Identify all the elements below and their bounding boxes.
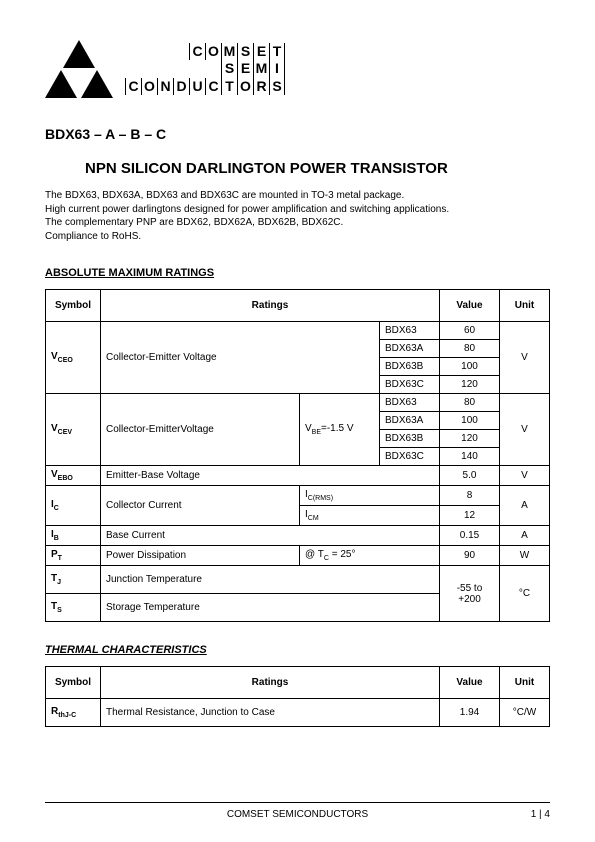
cell: V xyxy=(51,351,58,362)
table-row: VCEO Collector-Emitter Voltage BDX63 60 … xyxy=(46,322,550,340)
cell: BDX63B xyxy=(380,358,440,376)
cell: -55 to +200 xyxy=(440,566,500,622)
intro-line: The complementary PNP are BDX62, BDX62A,… xyxy=(45,216,550,230)
cell: P xyxy=(51,549,58,560)
thermal-table: Symbol Ratings Value Unit RthJ-C Thermal… xyxy=(45,666,550,727)
cell: °C/W xyxy=(500,699,550,727)
cell: BDX63C xyxy=(380,376,440,394)
footer-company: COMSET SEMICONDUCTORS xyxy=(227,809,368,820)
cell: 120 xyxy=(440,430,500,448)
intro-line: Compliance to RoHS. xyxy=(45,230,550,244)
cell: Emitter-Base Voltage xyxy=(101,466,440,486)
th-unit: Unit xyxy=(500,290,550,322)
table-row: PT Power Dissipation @ TC = 25° 90 W xyxy=(46,546,550,566)
cell: BDX63B xyxy=(380,430,440,448)
table-row: VCEV Collector-EmitterVoltage VBE=-1.5 V… xyxy=(46,394,550,412)
cell: BDX63A xyxy=(380,412,440,430)
cell: thJ-C xyxy=(58,712,76,719)
cell: EBO xyxy=(58,475,73,482)
intro-line: High current power darlingtons designed … xyxy=(45,203,550,217)
cell: Thermal Resistance, Junction to Case xyxy=(101,699,440,727)
cell: CEV xyxy=(58,429,72,436)
cell: A xyxy=(500,526,550,546)
cell: 140 xyxy=(440,448,500,466)
cell: BDX63 xyxy=(380,322,440,340)
th-ratings: Ratings xyxy=(101,667,440,699)
cell: V xyxy=(51,469,58,480)
cell: A xyxy=(500,486,550,526)
company-logo-icon xyxy=(45,40,113,98)
cell: 100 xyxy=(440,358,500,376)
th-value: Value xyxy=(440,290,500,322)
th-symbol: Symbol xyxy=(46,667,101,699)
cell: Collector-Emitter Voltage xyxy=(101,322,380,394)
footer-page-number: 1 | 4 xyxy=(531,809,550,820)
cell: S xyxy=(57,607,62,614)
cell: CEO xyxy=(58,357,73,364)
cell: 5.0 xyxy=(440,466,500,486)
table-row: TJ Junction Temperature -55 to +200 °C xyxy=(46,566,550,594)
table-row: IB Base Current 0.15 A xyxy=(46,526,550,546)
company-name: COMSET SEMI CONDUCTORS xyxy=(125,43,285,96)
cell: V xyxy=(51,423,58,434)
table-row: VEBO Emitter-Base Voltage 5.0 V xyxy=(46,466,550,486)
part-number-title: BDX63 – A – B – C xyxy=(45,126,550,142)
th-unit: Unit xyxy=(500,667,550,699)
cell: W xyxy=(500,546,550,566)
cell: J xyxy=(57,579,61,586)
cell: 100 xyxy=(440,412,500,430)
th-ratings: Ratings xyxy=(101,290,440,322)
cell: V xyxy=(500,466,550,486)
cell: BDX63 xyxy=(380,394,440,412)
table-header-row: Symbol Ratings Value Unit xyxy=(46,290,550,322)
cell: T xyxy=(58,555,62,562)
cell: Junction Temperature xyxy=(101,566,440,594)
cell: BDX63A xyxy=(380,340,440,358)
cell: Base Current xyxy=(101,526,440,546)
cell: B xyxy=(54,535,59,542)
cell: 120 xyxy=(440,376,500,394)
cell: V xyxy=(500,394,550,466)
intro-text: The BDX63, BDX63A, BDX63 and BDX63C are … xyxy=(45,189,550,243)
cell: V xyxy=(500,322,550,394)
logo: COMSET SEMI CONDUCTORS xyxy=(45,40,550,98)
cell: C xyxy=(54,505,59,512)
ratings-table: Symbol Ratings Value Unit VCEO Collector… xyxy=(45,289,550,622)
cell: °C xyxy=(500,566,550,622)
cell: Collector-EmitterVoltage xyxy=(101,394,300,466)
table-row: IC Collector Current IC(RMS) 8 A xyxy=(46,486,550,506)
intro-line: The BDX63, BDX63A, BDX63 and BDX63C are … xyxy=(45,189,550,203)
page-title: NPN SILICON DARLINGTON POWER TRANSISTOR xyxy=(85,160,550,177)
section-heading-ratings: ABSOLUTE MAXIMUM RATINGS xyxy=(45,267,550,279)
table-header-row: Symbol Ratings Value Unit xyxy=(46,667,550,699)
cell: 1.94 xyxy=(440,699,500,727)
th-symbol: Symbol xyxy=(46,290,101,322)
page-footer: COMSET SEMICONDUCTORS 1 | 4 xyxy=(45,802,550,820)
section-heading-thermal: THERMAL CHARACTERISTICS xyxy=(45,644,550,656)
cell: 12 xyxy=(440,506,500,526)
cell: 80 xyxy=(440,340,500,358)
cell: 60 xyxy=(440,322,500,340)
cell: 0.15 xyxy=(440,526,500,546)
cell: BDX63C xyxy=(380,448,440,466)
cell: 8 xyxy=(440,486,500,506)
th-value: Value xyxy=(440,667,500,699)
cell: 90 xyxy=(440,546,500,566)
table-row: RthJ-C Thermal Resistance, Junction to C… xyxy=(46,699,550,727)
cell: Storage Temperature xyxy=(101,594,440,622)
cell: Power Dissipation xyxy=(101,546,300,566)
cell: 80 xyxy=(440,394,500,412)
cell: Collector Current xyxy=(101,486,300,526)
